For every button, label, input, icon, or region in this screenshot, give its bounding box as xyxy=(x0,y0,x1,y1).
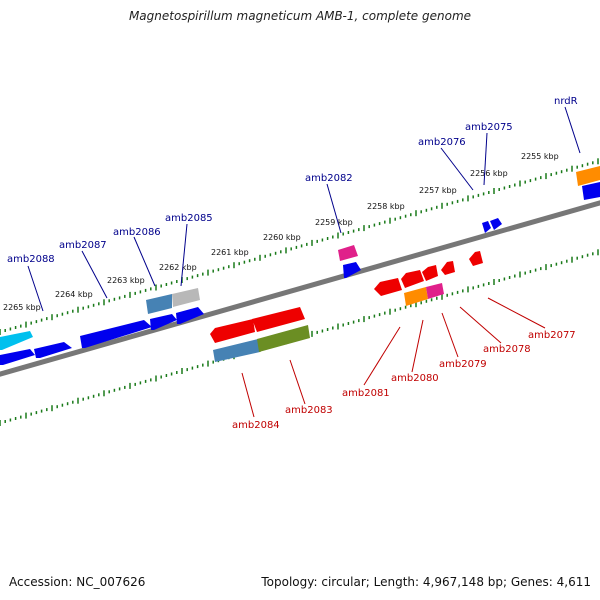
tick-label: 2257 kbp xyxy=(419,186,457,195)
gene-amb2079[interactable] xyxy=(422,265,438,281)
topology-text: Topology: circular; Length: 4,967,148 bp… xyxy=(261,575,591,589)
gene-amb2088b[interactable] xyxy=(34,342,72,358)
tick-label: 2258 kbp xyxy=(367,202,405,211)
gene-label-amb2084[interactable]: amb2084 xyxy=(232,420,280,431)
gene-label-amb2082[interactable]: amb2082 xyxy=(305,173,353,184)
tick-label: 2263 kbp xyxy=(107,276,145,285)
gene-amb2075[interactable] xyxy=(490,218,502,230)
forward-strand-genes xyxy=(0,166,600,365)
map-title: Magnetospirillum magneticum AMB-1, compl… xyxy=(128,9,472,23)
gene-amb2084[interactable] xyxy=(210,319,255,343)
gene-nrdR[interactable] xyxy=(582,182,600,200)
gene-amb2085-grey[interactable] xyxy=(172,288,200,307)
gene-label-amb2083[interactable]: amb2083 xyxy=(285,405,333,416)
gene-amb2083[interactable] xyxy=(252,307,305,332)
tick-label: 2265 kbp xyxy=(3,303,41,312)
tick-label: 2256 kbp xyxy=(470,169,508,178)
gene-amb2082-magenta[interactable] xyxy=(338,245,358,261)
gene-amb2082[interactable] xyxy=(343,262,361,278)
gene-label-amb2076[interactable]: amb2076 xyxy=(418,137,466,148)
top-callout-lines xyxy=(27,106,581,312)
tick-row-bottom xyxy=(0,249,599,426)
tick-label: 2262 kbp xyxy=(159,263,197,272)
tick-labels: 2265 kbp 2264 kbp 2263 kbp 2262 kbp 2261… xyxy=(3,152,559,312)
gene-nrdR-orange[interactable] xyxy=(576,166,600,186)
top-gene-labels: amb2088 amb2087 amb2086 amb2085 amb2082 … xyxy=(7,96,578,265)
gene-amb2086-steel[interactable] xyxy=(146,294,172,314)
gene-amb2083-olive[interactable] xyxy=(257,325,310,352)
bottom-gene-labels: amb2084 amb2083 amb2081 amb2080 amb2079 … xyxy=(232,330,576,431)
gene-amb2080[interactable] xyxy=(401,270,424,288)
gene-label-amb2080[interactable]: amb2080 xyxy=(391,373,439,384)
gene-amb2086[interactable] xyxy=(150,314,177,330)
gene-amb2076[interactable] xyxy=(482,221,491,233)
gene-label-amb2086[interactable]: amb2086 xyxy=(113,227,161,238)
gene-amb2079-magenta[interactable] xyxy=(426,283,444,299)
gene-amb2077[interactable] xyxy=(469,251,483,266)
gene-amb2088[interactable] xyxy=(0,349,35,365)
gene-label-amb2085[interactable]: amb2085 xyxy=(165,213,213,224)
gene-amb2087[interactable] xyxy=(80,320,152,348)
gene-label-amb2087[interactable]: amb2087 xyxy=(59,240,107,251)
gene-label-amb2075[interactable]: amb2075 xyxy=(465,122,513,133)
tick-label: 2264 kbp xyxy=(55,290,93,299)
gene-amb2078[interactable] xyxy=(441,261,455,275)
gene-amb2081[interactable] xyxy=(374,278,402,296)
bottom-callout-lines xyxy=(241,297,546,418)
tick-label: 2255 kbp xyxy=(521,152,559,161)
reverse-strand-genes xyxy=(210,251,483,362)
gene-label-amb2077[interactable]: amb2077 xyxy=(528,330,576,341)
gene-label-amb2079[interactable]: amb2079 xyxy=(439,359,487,370)
gene-label-amb2081[interactable]: amb2081 xyxy=(342,388,390,399)
gene-label-nrdR[interactable]: nrdR xyxy=(554,96,578,107)
gene-amb2089-forward[interactable] xyxy=(0,331,33,350)
gene-label-amb2078[interactable]: amb2078 xyxy=(483,344,531,355)
gene-amb2080-orange[interactable] xyxy=(404,287,428,306)
gene-amb2085[interactable] xyxy=(176,307,204,324)
genome-backbone xyxy=(0,200,600,377)
tick-label: 2259 kbp xyxy=(315,218,353,227)
gene-amb2084-steel[interactable] xyxy=(213,339,260,362)
accession-text: Accession: NC_007626 xyxy=(9,575,146,589)
tick-label: 2260 kbp xyxy=(263,233,301,242)
tick-label: 2261 kbp xyxy=(211,248,249,257)
tick-row-top xyxy=(0,158,599,335)
gene-label-amb2088[interactable]: amb2088 xyxy=(7,254,55,265)
